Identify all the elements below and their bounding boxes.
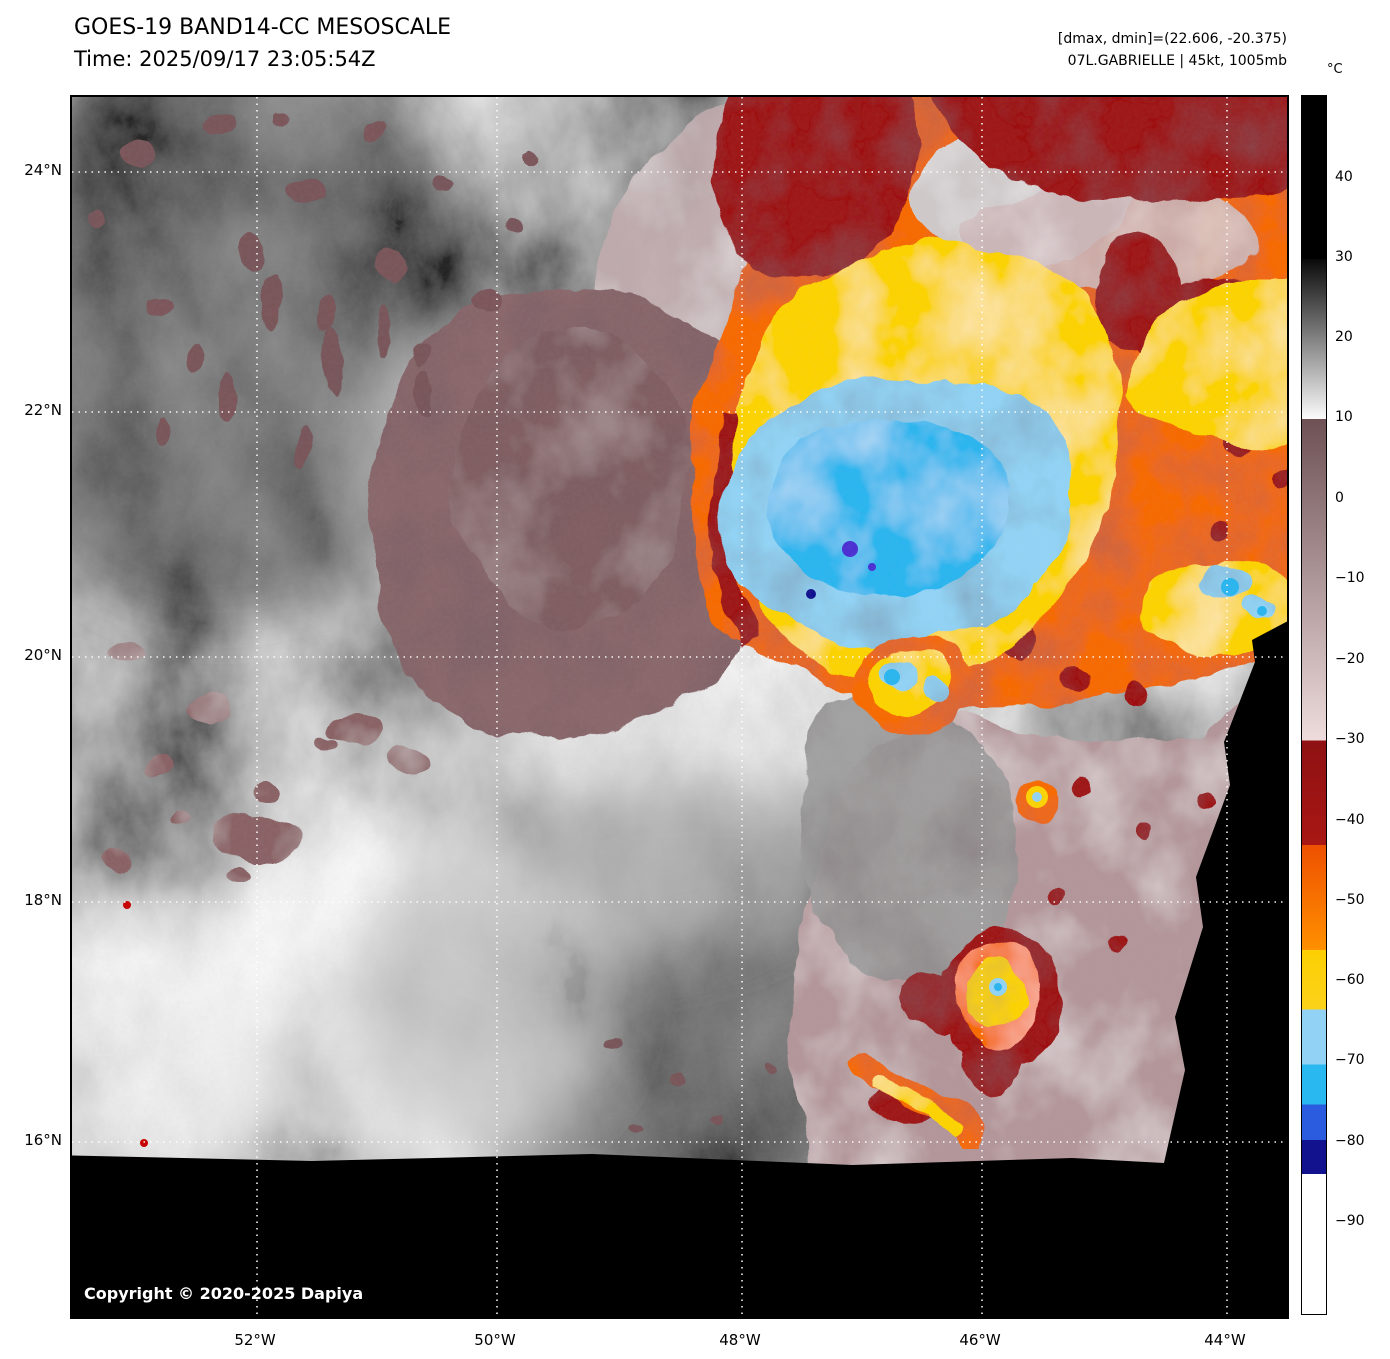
lon-tick-label: 46°W — [959, 1331, 1001, 1349]
satellite-image — [72, 97, 1287, 1317]
lat-tick-label: 22°N — [24, 401, 62, 419]
lat-tick-label: 24°N — [24, 161, 62, 180]
product-title: GOES-19 BAND14-CC MESOSCALE — [74, 15, 452, 40]
storm-info: 07L.GABRIELLE | 45kt, 1005mb — [1067, 53, 1287, 69]
lat-tick-label: 16°N — [24, 1131, 62, 1150]
lat-tick-label: 18°N — [24, 890, 62, 909]
colorbar-tick-label: −30 — [1335, 731, 1365, 748]
colorbar-tick-label: −60 — [1335, 971, 1365, 988]
lon-tick-label: 44°W — [1204, 1331, 1246, 1349]
colorbar-tick-label: 30 — [1335, 249, 1353, 266]
colorbar-unit-label: °C — [1327, 62, 1343, 77]
colorbar-tick-label: 0 — [1335, 489, 1344, 506]
timestamp: Time: 2025/09/17 23:05:54Z — [74, 47, 376, 71]
no-data-region — [72, 621, 1287, 1317]
map-panel: Copyright © 2020-2025 Dapiya — [70, 95, 1289, 1319]
lat-tick-label: 20°N — [24, 645, 62, 664]
colorbar-tick-label: −50 — [1335, 892, 1365, 909]
colorbar-tick-label: −20 — [1335, 650, 1365, 667]
graticule — [72, 97, 1287, 1317]
colorbar-tick-label: −90 — [1335, 1213, 1365, 1230]
colorbar-tick-label: −40 — [1335, 811, 1365, 828]
copyright-watermark: Copyright © 2020-2025 Dapiya — [84, 1284, 364, 1303]
header-left: GOES-19 BAND14-CC MESOSCALE Time: 2025/0… — [74, 14, 451, 72]
lon-tick-label: 50°W — [474, 1331, 516, 1349]
colorbar-tick-label: −10 — [1335, 570, 1365, 587]
colorbar-tick-label: 40 — [1335, 168, 1353, 185]
dmax-dmin-readout: [dmax, dmin]=(22.606, -20.375) — [1057, 31, 1287, 47]
colorbar — [1301, 95, 1327, 1315]
colorbar-tick-label: 20 — [1335, 328, 1353, 345]
lon-tick-label: 48°W — [719, 1331, 761, 1349]
pixel-noise-overlay — [72, 97, 1287, 1317]
colorbar-tick-label: 10 — [1335, 409, 1353, 426]
lon-tick-label: 52°W — [234, 1331, 276, 1349]
colorbar-tick-label: −70 — [1335, 1052, 1365, 1069]
colorbar-tick-label: −80 — [1335, 1132, 1365, 1149]
header-right: [dmax, dmin]=(22.606, -20.375) 07L.GABRI… — [1058, 28, 1287, 72]
